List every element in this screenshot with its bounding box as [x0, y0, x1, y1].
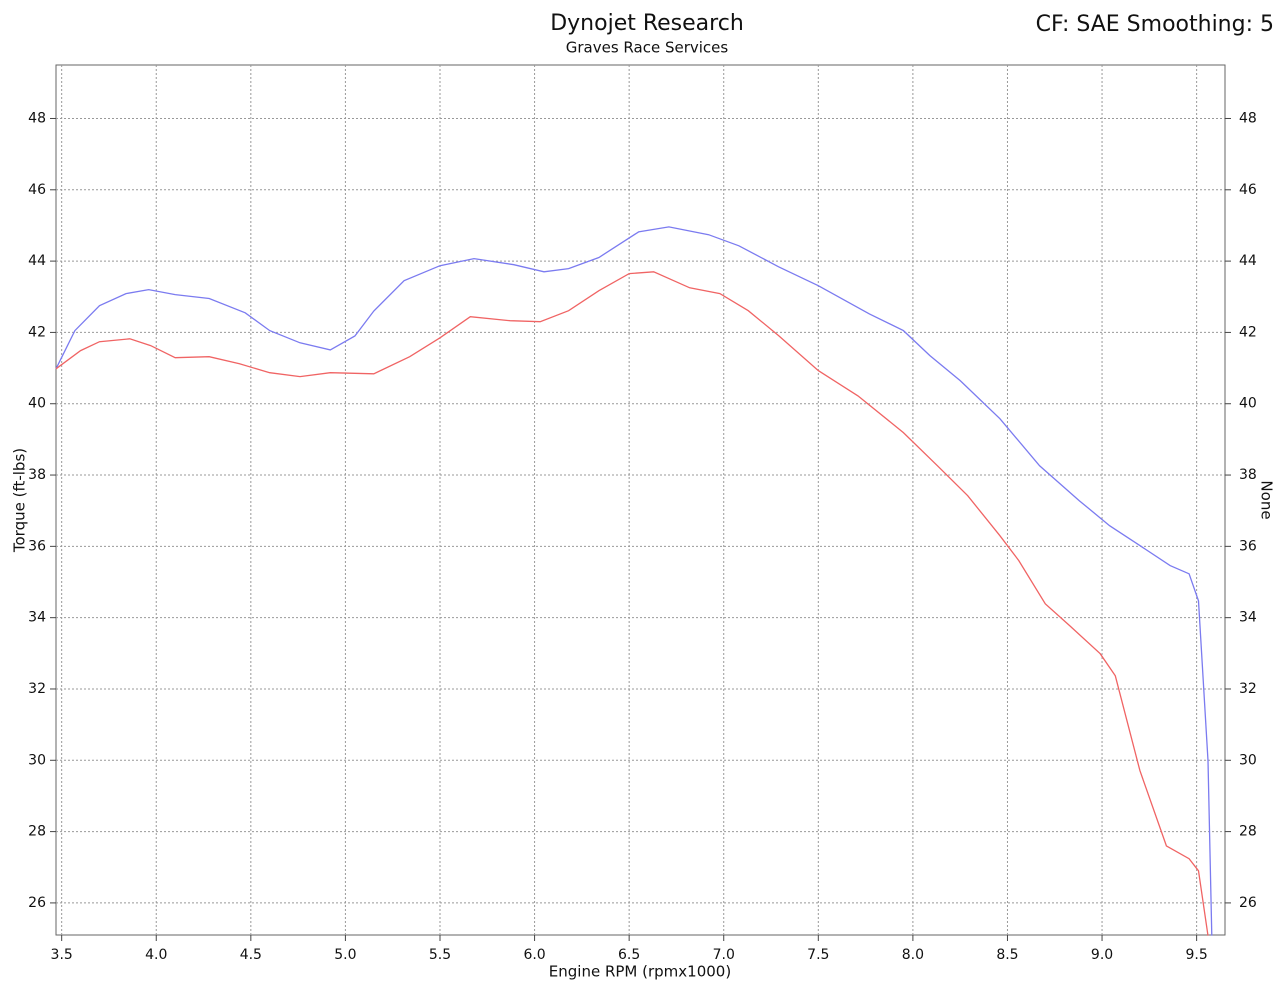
- y2-tick-label: 46: [1239, 182, 1257, 198]
- y2-tick-label: 44: [1239, 253, 1257, 269]
- y-tick-label: 44: [28, 253, 46, 269]
- y2-tick-label: 30: [1239, 752, 1257, 768]
- plot-frame: [55, 64, 1226, 936]
- y-tick-label: 46: [28, 182, 46, 198]
- y-tick-label: 32: [28, 681, 46, 697]
- torque-line: [55, 271, 1209, 936]
- x-tick-label: 4.5: [240, 947, 262, 963]
- x-tick-label: 4.0: [145, 947, 167, 963]
- y-tick-label: 38: [28, 467, 46, 483]
- y-tick-label: 26: [28, 895, 46, 911]
- y-tick-label: 28: [28, 824, 46, 840]
- y2-tick-label: 48: [1239, 110, 1257, 126]
- y-tick-label: 30: [28, 752, 46, 768]
- y2-tick-label: 32: [1239, 681, 1257, 697]
- x-axis-label: Engine RPM (rpmx1000): [549, 963, 731, 981]
- y2-tick-label: 42: [1239, 324, 1257, 340]
- x-tick-label: 8.0: [902, 947, 924, 963]
- x-tick-label: 5.5: [429, 947, 451, 963]
- x-tick-label: 9.0: [1091, 947, 1113, 963]
- x-tick-label: 8.5: [996, 947, 1018, 963]
- y-tick-label: 48: [28, 110, 46, 126]
- x-tick-label: 9.5: [1185, 947, 1207, 963]
- annotation: CF: SAE Smoothing: 5: [1036, 12, 1274, 37]
- x-tick-label: 5.0: [334, 947, 356, 963]
- chart-title: Dynojet Research: [550, 11, 744, 36]
- y-axis-label: Torque (ft-lbs): [11, 448, 29, 553]
- chart-subtitle: Graves Race Services: [566, 39, 729, 57]
- x-tick-label: 6.0: [523, 947, 545, 963]
- y2-tick-label: 34: [1239, 610, 1257, 626]
- y2-tick-label: 26: [1239, 895, 1257, 911]
- y-tick-label: 42: [28, 324, 46, 340]
- x-tick-label: 7.5: [807, 947, 829, 963]
- y2-tick-label: 36: [1239, 538, 1257, 554]
- y-tick-label: 40: [28, 396, 46, 412]
- x-tick-label: 3.5: [51, 947, 73, 963]
- y-tick-label: 34: [28, 610, 46, 626]
- y2-axis-label: None: [1258, 480, 1276, 519]
- torque-line: [55, 226, 1213, 936]
- y2-tick-label: 28: [1239, 824, 1257, 840]
- x-tick-label: 7.0: [713, 947, 735, 963]
- y-tick-label: 36: [28, 538, 46, 554]
- y2-tick-label: 38: [1239, 467, 1257, 483]
- x-tick-label: 6.5: [618, 947, 640, 963]
- y2-tick-label: 40: [1239, 396, 1257, 412]
